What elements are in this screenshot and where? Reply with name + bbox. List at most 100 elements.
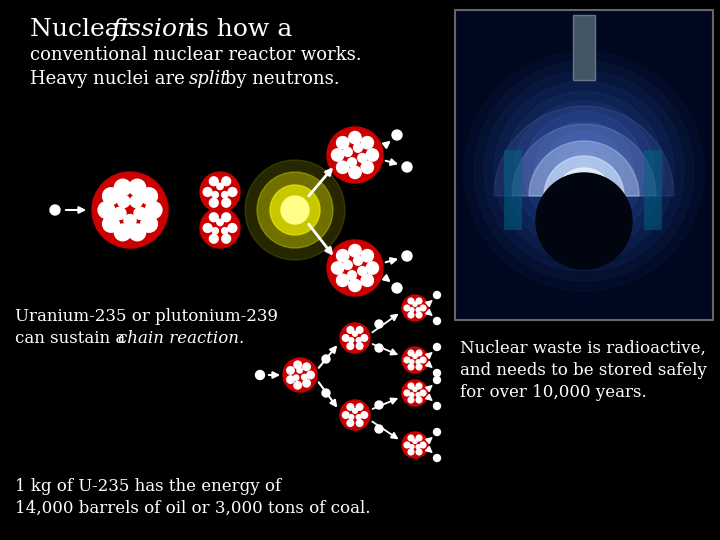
Circle shape <box>348 158 356 167</box>
Circle shape <box>294 382 302 389</box>
Circle shape <box>433 369 441 376</box>
Circle shape <box>210 177 218 186</box>
Circle shape <box>340 323 370 353</box>
Circle shape <box>544 131 624 211</box>
Circle shape <box>228 187 237 197</box>
Circle shape <box>416 449 422 455</box>
Circle shape <box>294 361 302 368</box>
Circle shape <box>356 420 363 427</box>
Circle shape <box>270 185 320 235</box>
Circle shape <box>322 355 330 363</box>
Circle shape <box>114 224 131 241</box>
Circle shape <box>524 111 644 231</box>
Circle shape <box>340 400 370 430</box>
Circle shape <box>322 389 330 397</box>
Circle shape <box>343 335 349 341</box>
Circle shape <box>336 161 349 173</box>
Circle shape <box>124 214 136 227</box>
Circle shape <box>287 367 294 374</box>
Polygon shape <box>556 168 612 196</box>
Circle shape <box>212 227 218 234</box>
Circle shape <box>222 227 228 234</box>
Circle shape <box>361 274 374 286</box>
Circle shape <box>102 188 120 205</box>
Circle shape <box>129 179 145 196</box>
Circle shape <box>303 363 310 370</box>
Circle shape <box>336 274 349 286</box>
Circle shape <box>416 298 422 304</box>
Circle shape <box>375 344 383 352</box>
Circle shape <box>504 91 664 251</box>
Circle shape <box>408 350 414 356</box>
Circle shape <box>114 179 131 196</box>
Circle shape <box>354 143 362 152</box>
Circle shape <box>408 449 414 455</box>
Circle shape <box>433 429 441 435</box>
Text: by neutrons.: by neutrons. <box>219 70 340 88</box>
Circle shape <box>410 445 414 449</box>
Circle shape <box>356 343 363 349</box>
Circle shape <box>402 347 428 373</box>
Circle shape <box>200 208 240 248</box>
Circle shape <box>356 415 361 420</box>
Circle shape <box>413 387 417 392</box>
Circle shape <box>361 161 374 173</box>
Circle shape <box>408 383 414 389</box>
Circle shape <box>433 292 441 299</box>
Circle shape <box>404 442 410 448</box>
Circle shape <box>358 267 366 275</box>
Circle shape <box>349 415 354 420</box>
Circle shape <box>358 153 366 163</box>
Circle shape <box>293 375 299 380</box>
Circle shape <box>408 364 414 370</box>
Text: Heavy nuclei are: Heavy nuclei are <box>30 70 191 88</box>
Circle shape <box>408 435 414 441</box>
Circle shape <box>257 172 333 248</box>
Circle shape <box>433 402 441 409</box>
Circle shape <box>210 213 218 221</box>
Circle shape <box>392 130 402 140</box>
Circle shape <box>413 302 417 306</box>
Circle shape <box>404 390 410 396</box>
Circle shape <box>353 408 357 413</box>
Circle shape <box>356 403 363 410</box>
Circle shape <box>222 198 230 207</box>
Text: 14,000 barrels of oil or 3,000 tons of coal.: 14,000 barrels of oil or 3,000 tons of c… <box>15 500 371 517</box>
Circle shape <box>564 151 604 191</box>
Circle shape <box>210 198 218 207</box>
FancyBboxPatch shape <box>504 150 522 230</box>
Circle shape <box>416 435 422 441</box>
Circle shape <box>327 127 383 183</box>
Circle shape <box>375 320 383 328</box>
Circle shape <box>222 234 230 243</box>
Circle shape <box>408 298 414 304</box>
Circle shape <box>347 403 354 410</box>
Circle shape <box>366 262 379 274</box>
Circle shape <box>402 162 412 172</box>
Circle shape <box>336 137 349 149</box>
Circle shape <box>130 195 143 207</box>
Circle shape <box>331 262 344 274</box>
Circle shape <box>336 249 349 262</box>
Text: and needs to be stored safely: and needs to be stored safely <box>460 362 707 379</box>
Circle shape <box>217 183 223 190</box>
Circle shape <box>574 161 594 181</box>
Text: Nuclear: Nuclear <box>30 18 140 41</box>
Text: fission: fission <box>112 18 194 41</box>
Circle shape <box>514 101 654 241</box>
Circle shape <box>361 249 374 262</box>
Circle shape <box>212 192 218 198</box>
Circle shape <box>287 376 294 383</box>
Text: conventional nuclear reactor works.: conventional nuclear reactor works. <box>30 46 361 64</box>
Circle shape <box>361 411 368 418</box>
Circle shape <box>327 240 383 296</box>
Circle shape <box>413 354 417 359</box>
Text: 1 kg of U-235 has the energy of: 1 kg of U-235 has the energy of <box>15 478 281 495</box>
Circle shape <box>420 442 426 448</box>
Circle shape <box>203 187 212 197</box>
Circle shape <box>410 360 414 364</box>
Circle shape <box>433 376 441 383</box>
Circle shape <box>222 177 230 186</box>
Circle shape <box>348 166 361 179</box>
Circle shape <box>114 207 126 219</box>
